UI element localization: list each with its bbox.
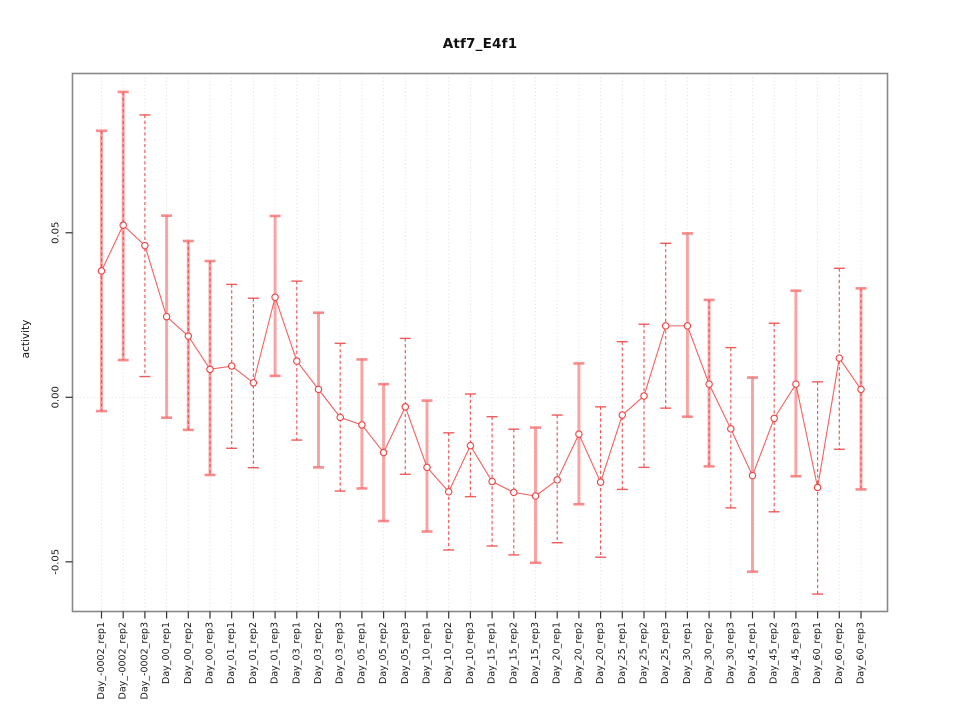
x-tick-label: Day_30_rep3 bbox=[725, 622, 736, 684]
x-tick-label: Day_00_rep1 bbox=[161, 622, 172, 684]
x-tick-label: Day_20_rep3 bbox=[595, 622, 606, 684]
data-point-marker bbox=[792, 380, 800, 388]
data-point-marker bbox=[640, 392, 648, 400]
data-point-marker bbox=[683, 322, 692, 330]
x-tick-label: Day_03_rep3 bbox=[335, 622, 346, 684]
data-point-marker bbox=[336, 413, 344, 422]
data-point-marker bbox=[141, 241, 149, 250]
data-point-marker bbox=[575, 430, 583, 438]
x-tick-label: Day_60_rep1 bbox=[812, 622, 823, 684]
x-tick-label: Day_01_rep1 bbox=[226, 622, 237, 684]
x-tick-label: Day_45_rep1 bbox=[747, 622, 758, 684]
data-point-marker bbox=[206, 365, 214, 374]
x-tick-label: Day_45_rep2 bbox=[769, 622, 780, 684]
y-tick-label: -0.05 bbox=[51, 549, 62, 575]
data-point-marker bbox=[705, 380, 713, 388]
x-tick-label: Day_20_rep1 bbox=[552, 622, 563, 684]
x-tick-label: Day_03_rep2 bbox=[313, 622, 324, 684]
data-point-marker bbox=[227, 362, 236, 370]
data-point-marker bbox=[661, 322, 670, 330]
chart-title: Atf7_E4f1 bbox=[442, 36, 518, 52]
x-tick-label: Day_-0002_rep2 bbox=[118, 622, 129, 699]
x-tick-label: Day_03_rep1 bbox=[291, 622, 302, 684]
data-point-marker bbox=[249, 379, 258, 387]
series-line bbox=[101, 224, 862, 497]
data-point-marker bbox=[553, 476, 561, 484]
x-tick-label: Day_25_rep1 bbox=[617, 622, 628, 684]
x-tick-label: Day_25_rep2 bbox=[639, 622, 650, 684]
y-tick-label: 0.05 bbox=[51, 222, 62, 244]
data-point-marker bbox=[379, 448, 388, 457]
x-tick-label: Day_15_rep3 bbox=[530, 622, 541, 684]
x-tick-label: Day_30_rep1 bbox=[682, 622, 693, 684]
data-point-marker bbox=[466, 441, 475, 450]
data-point-marker bbox=[531, 492, 540, 500]
data-point-marker bbox=[596, 478, 605, 486]
data-point-marker bbox=[184, 332, 193, 340]
x-tick-label: Day_05_rep3 bbox=[400, 622, 411, 684]
x-tick-label: Day_25_rep3 bbox=[660, 622, 671, 684]
data-point-marker bbox=[423, 463, 431, 472]
x-tick-label: Day_-0002_rep3 bbox=[139, 622, 150, 699]
x-tick-label: Day_20_rep2 bbox=[573, 622, 584, 684]
data-point-marker bbox=[358, 421, 366, 429]
data-point-marker bbox=[813, 483, 822, 492]
x-tick-label: Day_15_rep1 bbox=[487, 622, 498, 684]
x-tick-label: Day_45_rep3 bbox=[790, 622, 801, 684]
data-point-marker bbox=[727, 425, 735, 433]
x-tick-label: Day_60_rep2 bbox=[834, 622, 845, 684]
x-tick-label: Day_00_rep2 bbox=[183, 622, 194, 684]
data-point-marker bbox=[401, 403, 410, 411]
x-tick-label: Day_05_rep1 bbox=[356, 622, 367, 684]
x-tick-label: Day_15_rep2 bbox=[508, 622, 519, 684]
data-point-marker bbox=[835, 354, 844, 362]
x-tick-label: Day_01_rep3 bbox=[270, 622, 281, 684]
data-point-marker bbox=[444, 487, 453, 496]
data-point-marker bbox=[162, 312, 171, 321]
data-point-marker bbox=[857, 385, 865, 394]
data-point-marker bbox=[510, 488, 518, 497]
x-tick-label: Day_00_rep3 bbox=[205, 622, 216, 684]
data-point-marker bbox=[748, 471, 757, 480]
x-tick-label: Day_10_rep1 bbox=[422, 622, 433, 684]
y-tick-label: 0.00 bbox=[51, 386, 62, 408]
data-point-marker bbox=[293, 357, 301, 365]
x-tick-label: Day_10_rep3 bbox=[465, 622, 476, 684]
data-point-marker bbox=[314, 385, 323, 394]
data-point-marker bbox=[97, 267, 106, 275]
x-tick-label: Day_30_rep2 bbox=[704, 622, 715, 684]
x-tick-label: Day_-0002_rep1 bbox=[96, 622, 107, 699]
data-point-marker bbox=[770, 414, 778, 423]
plot-frame bbox=[71, 72, 889, 613]
x-tick-label: Day_10_rep2 bbox=[443, 622, 454, 684]
data-point-marker bbox=[119, 221, 127, 229]
data-point-marker bbox=[488, 477, 496, 486]
data-point-marker bbox=[271, 293, 279, 302]
x-tick-label: Day_01_rep2 bbox=[248, 622, 259, 684]
x-tick-label: Day_05_rep2 bbox=[378, 622, 389, 684]
data-point-marker bbox=[618, 411, 627, 419]
x-tick-label: Day_60_rep3 bbox=[856, 622, 867, 684]
